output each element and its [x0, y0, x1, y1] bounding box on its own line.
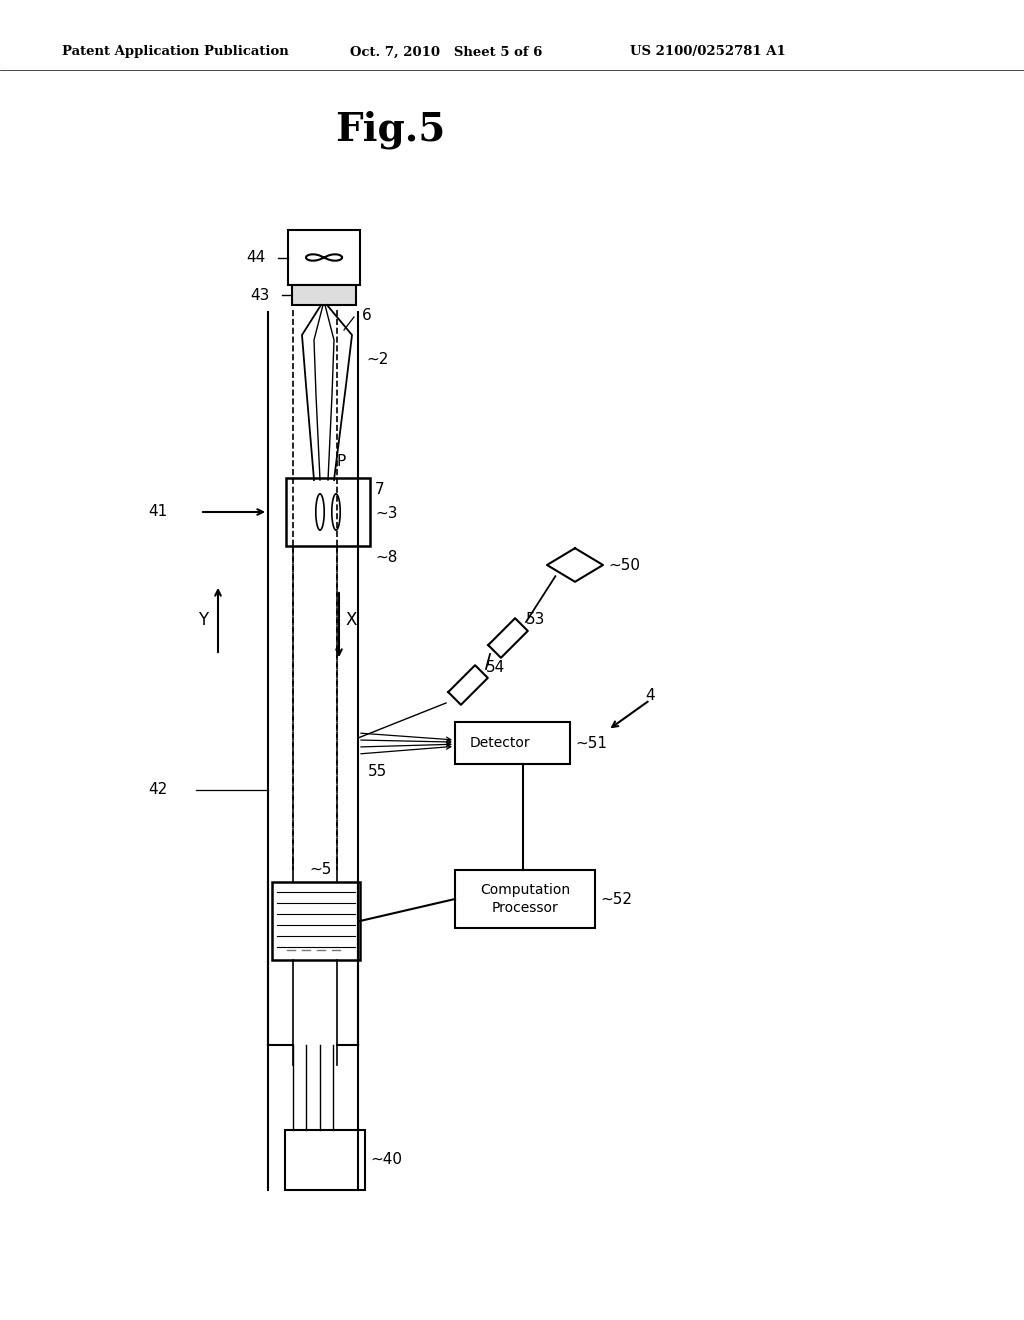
Text: 7: 7: [375, 483, 385, 498]
Text: ~3: ~3: [375, 506, 397, 520]
Text: US 2100/0252781 A1: US 2100/0252781 A1: [630, 45, 785, 58]
Bar: [286, 478, 370, 546]
Text: ~51: ~51: [575, 735, 607, 751]
Text: ~40: ~40: [370, 1152, 402, 1167]
Text: 43: 43: [250, 288, 269, 302]
Text: Oct. 7, 2010   Sheet 5 of 6: Oct. 7, 2010 Sheet 5 of 6: [350, 45, 543, 58]
Text: Patent Application Publication: Patent Application Publication: [62, 45, 289, 58]
Text: X: X: [345, 611, 356, 630]
Bar: [272, 882, 360, 960]
Text: 41: 41: [148, 504, 167, 520]
Text: Processor: Processor: [492, 902, 558, 915]
Text: ~2: ~2: [366, 352, 388, 367]
Text: P: P: [336, 454, 345, 470]
Text: Fig.5: Fig.5: [335, 111, 445, 149]
Text: 4: 4: [645, 688, 654, 702]
Text: 6: 6: [362, 308, 372, 322]
Text: ~5: ~5: [310, 862, 332, 878]
Text: Y: Y: [198, 611, 208, 630]
Bar: [285, 1130, 365, 1191]
Text: 53: 53: [526, 612, 546, 627]
Bar: [292, 285, 356, 305]
Bar: [288, 230, 360, 285]
Text: Computation: Computation: [480, 883, 570, 898]
Text: 42: 42: [148, 783, 167, 797]
Bar: [455, 722, 570, 764]
Text: Detector: Detector: [470, 737, 530, 750]
Text: 44: 44: [246, 249, 265, 265]
Text: ~8: ~8: [375, 550, 397, 565]
Text: 54: 54: [486, 660, 505, 675]
Bar: [455, 870, 595, 928]
Text: ~50: ~50: [608, 557, 640, 573]
Text: 55: 55: [368, 764, 387, 780]
Text: ~52: ~52: [600, 891, 632, 907]
